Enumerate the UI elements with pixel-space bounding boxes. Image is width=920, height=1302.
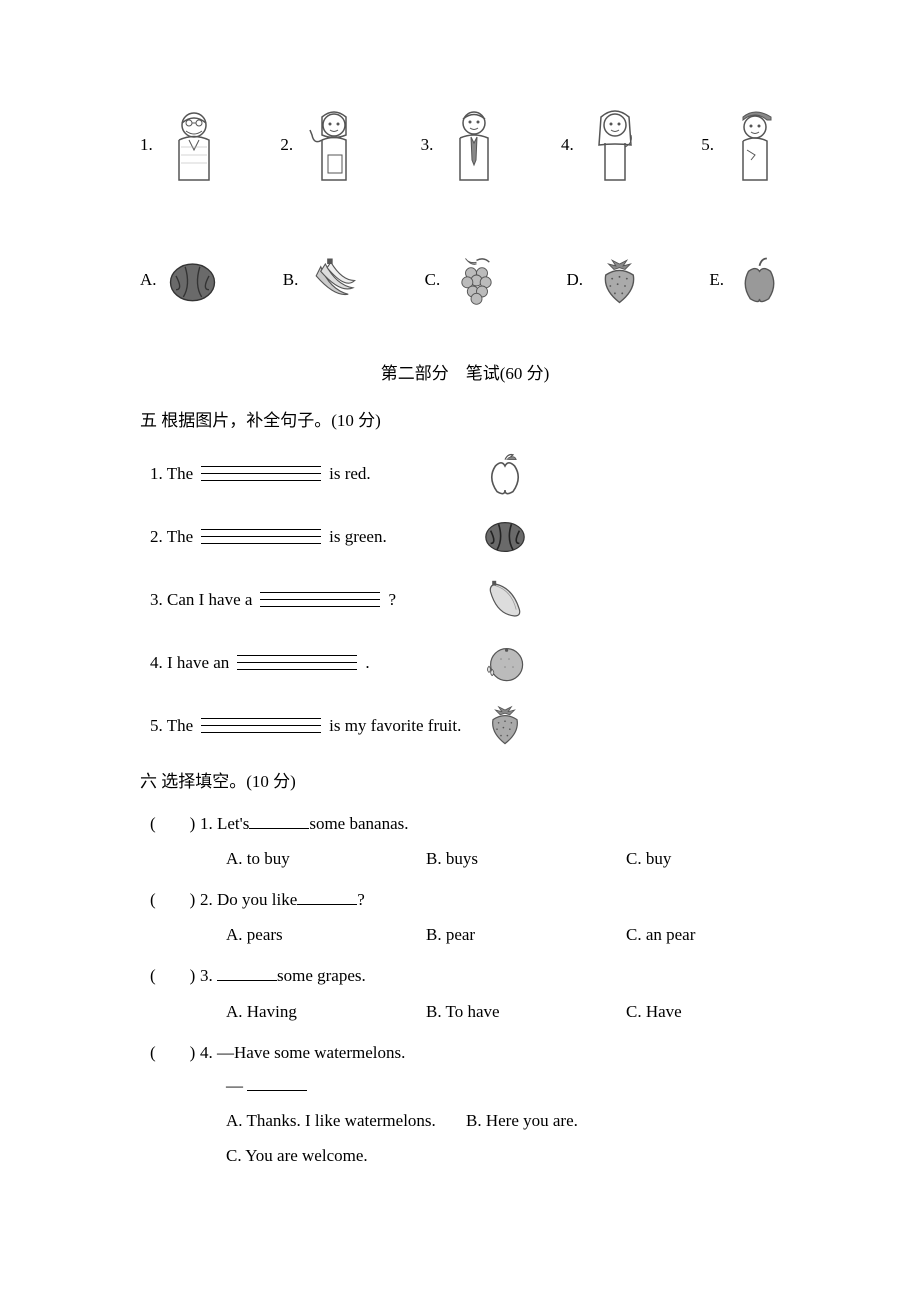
q5-3-pre: 3. Can I have a [150, 586, 252, 613]
fruit-label: B. [283, 266, 299, 293]
strawberry-icon [589, 250, 649, 310]
q6-2-num: 2. [200, 886, 213, 913]
q6-4-cont: — [226, 1076, 243, 1095]
grapes-icon [446, 250, 506, 310]
orange-icon [480, 638, 530, 688]
q5-4-post: . [365, 649, 369, 676]
bananas-icon [304, 250, 364, 310]
person-item-2: 2. [280, 100, 369, 190]
person-woman-wave-icon [299, 100, 369, 190]
apple-icon [730, 250, 790, 310]
q5-1-post: is red. [329, 460, 371, 487]
q6-4-opt-c[interactable]: C. You are welcome. [226, 1142, 426, 1169]
strawberry-icon [480, 701, 530, 751]
watermelon-icon [480, 512, 530, 562]
q6-1-pre: Let's [217, 810, 249, 837]
blank-inline[interactable] [297, 904, 357, 905]
blank-input[interactable] [201, 463, 321, 484]
q6-3-num: 3. [200, 962, 213, 989]
q6-4-opt-b[interactable]: B. Here you are. [466, 1107, 666, 1134]
fruit-item-d: D. [567, 250, 650, 310]
q6-3-opt-a[interactable]: A. Having [226, 998, 426, 1025]
section-2-title: 第二部分 笔试(60 分) [140, 360, 790, 387]
blank-input[interactable] [201, 526, 321, 547]
q5-item-2: 2. The is green. [150, 509, 790, 564]
blank-input[interactable] [201, 715, 321, 736]
fruit-match-row: A. B. C. [140, 250, 790, 310]
fruit-item-b: B. [283, 250, 365, 310]
blank-inline[interactable] [247, 1090, 307, 1091]
person-boy-cap-icon [720, 100, 790, 190]
q6-1-num: 1. [200, 810, 213, 837]
watermelon-icon [163, 250, 223, 310]
person-label: 4. [561, 131, 574, 158]
q6-item-1: ( ) 1. Let's some bananas. A. to buy B. … [150, 810, 790, 872]
person-label: 3. [421, 131, 434, 158]
person-label: 5. [701, 131, 714, 158]
q6-2-opt-b[interactable]: B. pear [426, 921, 626, 948]
q5-1-pre: 1. The [150, 460, 193, 487]
person-label: 2. [280, 131, 293, 158]
q6-2-opt-a[interactable]: A. pears [226, 921, 426, 948]
answer-paren[interactable]: ( ) [150, 886, 200, 913]
q6-1-opt-a[interactable]: A. to buy [226, 845, 426, 872]
fruit-item-a: A. [140, 250, 223, 310]
q5-item-5: 5. The is my favorite fruit. [150, 698, 790, 753]
q5-item-3: 3. Can I have a ? [150, 572, 790, 627]
person-man-tie-icon [439, 100, 509, 190]
fruit-label: D. [567, 266, 584, 293]
person-item-3: 3. [421, 100, 510, 190]
q5-heading: 五 根据图片，补全句子。(10 分) [140, 407, 790, 434]
q6-4-opt-a[interactable]: A. Thanks. I like watermelons. [226, 1107, 466, 1134]
q6-2-post: ? [357, 886, 365, 913]
q5-item-1: 1. The is red. [150, 446, 790, 501]
fruit-item-e: E. [709, 250, 790, 310]
answer-paren[interactable]: ( ) [150, 810, 200, 837]
blank-input[interactable] [237, 652, 357, 673]
person-item-4: 4. [561, 100, 650, 190]
q6-3-opt-c[interactable]: C. Have [626, 998, 776, 1025]
q6-heading: 六 选择填空。(10 分) [140, 768, 790, 795]
q6-item-4: ( ) 4. —Have some watermelons. — A. Than… [150, 1039, 790, 1170]
q5-2-pre: 2. The [150, 523, 193, 550]
answer-paren[interactable]: ( ) [150, 962, 200, 989]
person-grandpa-icon [159, 100, 229, 190]
blank-input[interactable] [260, 589, 380, 610]
q6-2-opt-c[interactable]: C. an pear [626, 921, 776, 948]
person-item-5: 5. [701, 100, 790, 190]
blank-inline[interactable] [249, 828, 309, 829]
apple-outline-icon [480, 449, 530, 499]
q5-5-pre: 5. The [150, 712, 193, 739]
q5-2-post: is green. [329, 523, 387, 550]
banana-icon [480, 575, 530, 625]
person-girl-icon [580, 100, 650, 190]
fruit-label: C. [425, 266, 441, 293]
q6-3-post: some grapes. [277, 962, 366, 989]
q6-4-stem: —Have some watermelons. [217, 1039, 405, 1066]
q6-1-opt-b[interactable]: B. buys [426, 845, 626, 872]
q5-3-post: ? [388, 586, 396, 613]
q6-3-opt-b[interactable]: B. To have [426, 998, 626, 1025]
q6-item-2: ( ) 2. Do you like ? A. pears B. pear C.… [150, 886, 790, 948]
fruit-label: E. [709, 266, 724, 293]
fruit-item-c: C. [425, 250, 507, 310]
q6-item-3: ( ) 3. some grapes. A. Having B. To have… [150, 962, 790, 1024]
people-match-row: 1. 2. [140, 100, 790, 190]
person-item-1: 1. [140, 100, 229, 190]
q6-2-pre: Do you like [217, 886, 297, 913]
q5-4-pre: 4. I have an [150, 649, 229, 676]
answer-paren[interactable]: ( ) [150, 1039, 200, 1066]
fruit-label: A. [140, 266, 157, 293]
q6-4-num: 4. [200, 1039, 213, 1066]
person-label: 1. [140, 131, 153, 158]
q6-1-post: some bananas. [309, 810, 408, 837]
blank-inline[interactable] [217, 980, 277, 981]
q5-item-4: 4. I have an . [150, 635, 790, 690]
q6-1-opt-c[interactable]: C. buy [626, 845, 776, 872]
q5-5-post: is my favorite fruit. [329, 712, 461, 739]
